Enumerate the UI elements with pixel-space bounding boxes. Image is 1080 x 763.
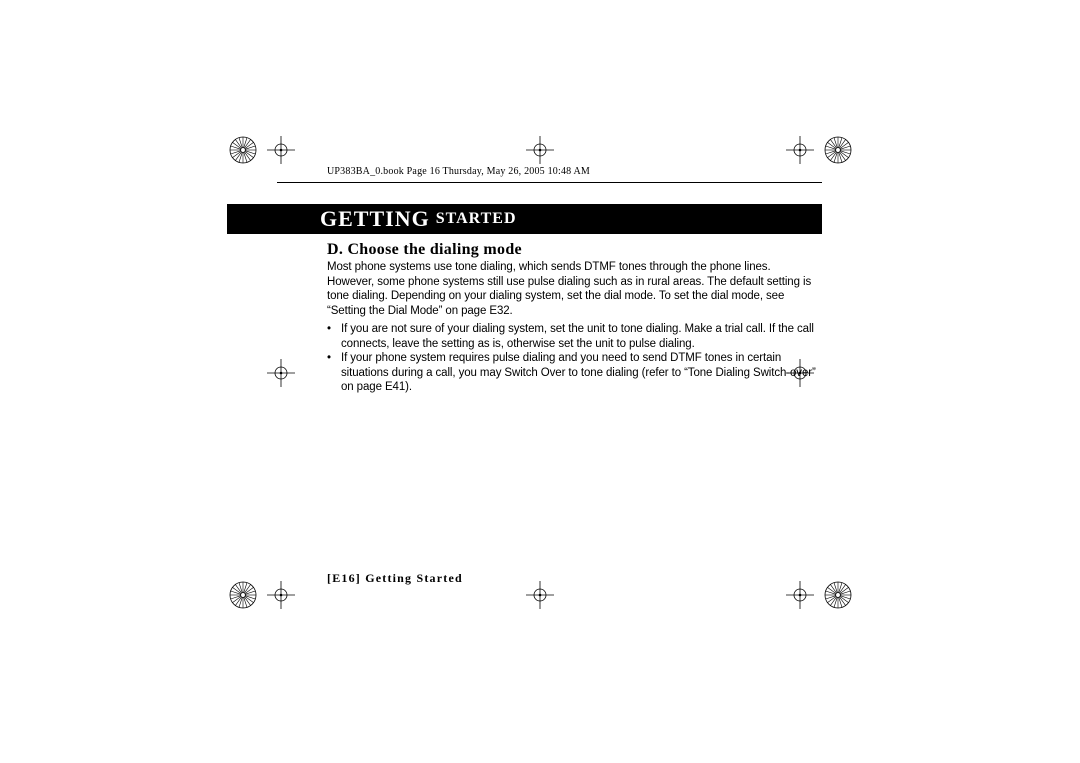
bullet-dot: • [327,322,341,351]
bullet-list: •If you are not sure of your dialing sys… [327,322,820,395]
registration-cross-icon [266,135,296,165]
page-header-meta: UP383BA_0.book Page 16 Thursday, May 26,… [327,166,590,177]
chapter-title-sub: STARTED [436,210,517,228]
registration-wheel-icon [824,581,852,609]
registration-cross-icon [785,580,815,610]
chapter-title: GETTING STARTED [320,204,517,234]
registration-wheel-icon [229,581,257,609]
bullet-dot: • [327,351,341,395]
list-item: •If you are not sure of your dialing sys… [327,322,820,351]
page-footer: [E16] Getting Started [327,571,463,586]
registration-cross-icon [266,358,296,388]
chapter-title-band [227,204,822,234]
chapter-title-main: GETTING [320,206,430,232]
list-item-text: If you are not sure of your dialing syst… [341,322,820,351]
list-item: •If your phone system requires pulse dia… [327,351,820,395]
section-heading: D. Choose the dialing mode [327,241,522,259]
list-item-text: If your phone system requires pulse dial… [341,351,820,395]
registration-cross-icon [525,135,555,165]
header-rule [277,182,822,183]
body-paragraph: Most phone systems use tone dialing, whi… [327,260,820,318]
registration-wheel-icon [824,136,852,164]
registration-cross-icon [785,135,815,165]
registration-cross-icon [525,580,555,610]
registration-cross-icon [266,580,296,610]
registration-wheel-icon [229,136,257,164]
